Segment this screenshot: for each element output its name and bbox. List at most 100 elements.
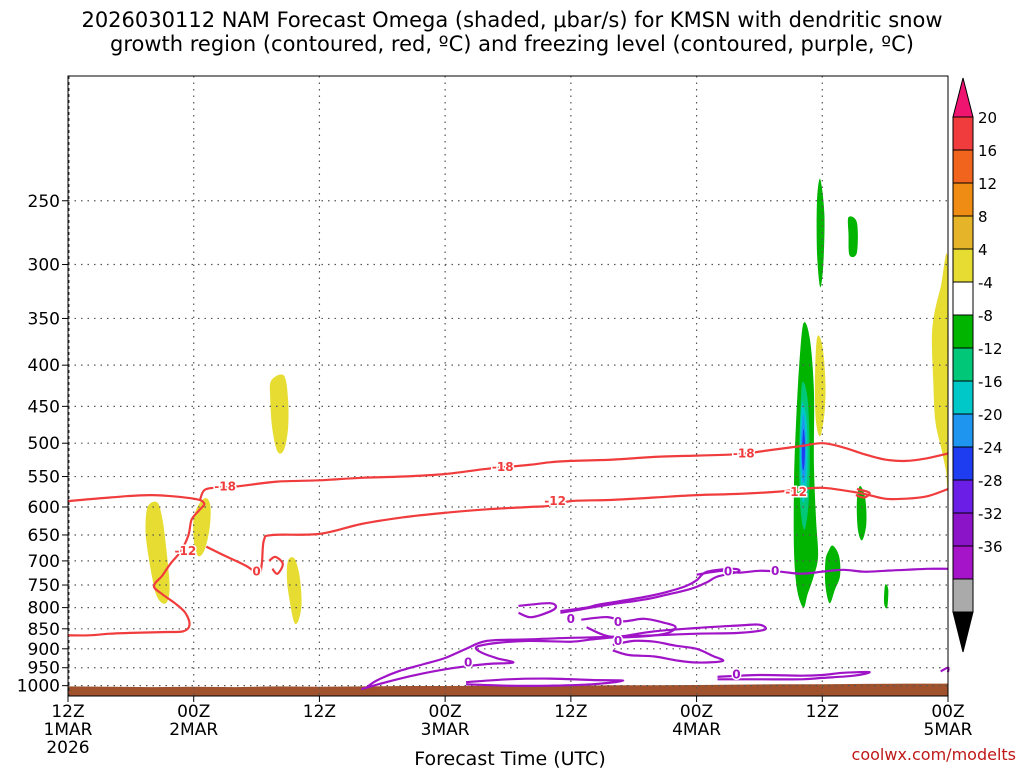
freezing-level-contour	[696, 567, 949, 576]
colorbar-label: 4	[978, 241, 988, 259]
y-axis: 2503003504004505005506006507007508008509…	[17, 192, 68, 697]
contour-label: 0	[614, 634, 622, 648]
colorbar: 20 16 12 8 4 -4 -8 -12 -16 -20 -24 -28 -32 -36	[952, 77, 1003, 653]
colorbar-swatch	[952, 281, 974, 316]
colorbar-label: 16	[978, 142, 997, 160]
x-tick-label: 12Z	[806, 702, 839, 722]
x-tick-label: 00Z	[680, 702, 713, 722]
x-tick-label: 4MAR	[672, 720, 721, 740]
contour-label: -12	[544, 494, 566, 508]
contour-label: 0	[614, 615, 622, 629]
omega-region-darkblue-m20tom24	[801, 428, 806, 471]
omega-region-green-m4tom8	[883, 584, 889, 609]
colorbar-swatch	[952, 116, 974, 151]
colorbar-swatch	[952, 347, 974, 382]
contour-label: -12	[174, 544, 196, 558]
freezing-level-contour	[940, 666, 950, 673]
colorbar-swatch	[952, 479, 974, 514]
y-tick-label: 850	[28, 620, 60, 640]
contours	[67, 442, 950, 691]
contour-label: 0	[464, 656, 472, 670]
colorbar-label: -32	[978, 505, 1003, 523]
surface-terrain	[68, 683, 948, 696]
omega-region-yellow-4to8	[286, 557, 302, 625]
omega-region-green-m4tom8	[824, 545, 841, 604]
dgz-contour--18	[198, 442, 949, 501]
y-tick-label: 350	[28, 309, 60, 329]
colorbar-swatch	[952, 314, 974, 349]
colorbar-cap-top	[952, 77, 974, 118]
freezing-level-contour	[560, 567, 741, 614]
y-tick-label: 750	[28, 576, 60, 596]
y-tick-label: 800	[28, 599, 60, 619]
y-tick-label: 600	[28, 498, 60, 518]
x-axis-label: Forecast Time (UTC)	[414, 748, 605, 768]
colorbar-cap-bottom	[952, 611, 974, 653]
dgz-contour--12	[855, 487, 871, 499]
contour-label: 0	[252, 565, 260, 579]
colorbar-label: 8	[978, 208, 988, 226]
y-tick-label: 500	[28, 434, 60, 454]
y-tick-label: 1000	[17, 677, 60, 697]
contour-label: -12	[785, 485, 807, 499]
freezing-level-contour	[581, 615, 677, 639]
dgz-contour--12	[67, 493, 206, 637]
contour-label: -18	[733, 447, 755, 461]
colorbar-label: -28	[978, 472, 1003, 490]
freezing-level-contour	[717, 670, 871, 681]
colorbar-swatch	[952, 248, 974, 283]
x-tick-label: 5MAR	[924, 720, 973, 740]
x-tick-label: 2MAR	[169, 720, 218, 740]
x-tick-label: 12Z	[51, 702, 84, 722]
y-tick-label: 550	[28, 468, 60, 488]
contour-labels: -18 -18 -18 -12 -12 -12 0 0 0 0 0 0 0 0	[173, 445, 808, 683]
x-tick-label: 12Z	[554, 702, 587, 722]
omega-region-green-m4tom8	[816, 178, 825, 288]
contour-label: 0	[732, 667, 740, 681]
contour-label: 0	[724, 565, 732, 579]
contour-label: 0	[567, 612, 575, 626]
omega-region-yellow-4to8	[931, 253, 949, 492]
y-tick-label: 400	[28, 356, 60, 376]
x-tick-label: 00Z	[177, 702, 210, 722]
freezing-level-contour	[361, 623, 768, 691]
dgz-contour--12	[268, 555, 284, 575]
credit-text: coolwx.com/modelts	[851, 745, 1016, 764]
y-tick-label: 950	[28, 659, 60, 679]
colorbar-swatch	[952, 149, 974, 184]
grid	[68, 76, 948, 696]
omega-region-yellow-4to8	[145, 501, 170, 604]
colorbar-swatch	[952, 215, 974, 250]
omega-region-yellow-4to8	[269, 374, 289, 454]
colorbar-swatch	[952, 578, 974, 613]
x-tick-label: 12Z	[303, 702, 336, 722]
colorbar-swatch	[952, 545, 974, 580]
omega-shading	[145, 178, 949, 625]
chart-title-line-2: growth region (contoured, red, ºC) and f…	[110, 32, 914, 56]
plot-frame	[67, 75, 949, 697]
colorbar-label: 20	[978, 109, 997, 127]
dgz-contour--12	[205, 486, 949, 575]
contour-label: -18	[492, 460, 514, 474]
x-tick-label: 2026	[46, 738, 89, 758]
surface-ground	[68, 683, 948, 696]
colorbar-swatch	[952, 446, 974, 481]
colorbar-label: -36	[978, 538, 1003, 556]
colorbar-label: -4	[978, 274, 993, 292]
x-tick-label: 00Z	[931, 702, 964, 722]
colorbar-label: -8	[978, 307, 993, 325]
y-tick-label: 700	[28, 552, 60, 572]
y-tick-label: 650	[28, 526, 60, 546]
x-tick-label: 1MAR	[44, 720, 93, 740]
omega-region-green-m4tom8	[856, 485, 867, 541]
omega-region-yellow-4to8	[814, 335, 826, 437]
contour-label: 0	[771, 564, 779, 578]
colorbar-label: -12	[978, 340, 1003, 358]
y-tick-label: 900	[28, 640, 60, 660]
y-tick-label: 450	[28, 397, 60, 417]
colorbar-swatch	[952, 182, 974, 217]
contour-label: -18	[214, 480, 236, 494]
colorbar-label: 12	[978, 175, 997, 193]
y-tick-label: 300	[28, 256, 60, 276]
